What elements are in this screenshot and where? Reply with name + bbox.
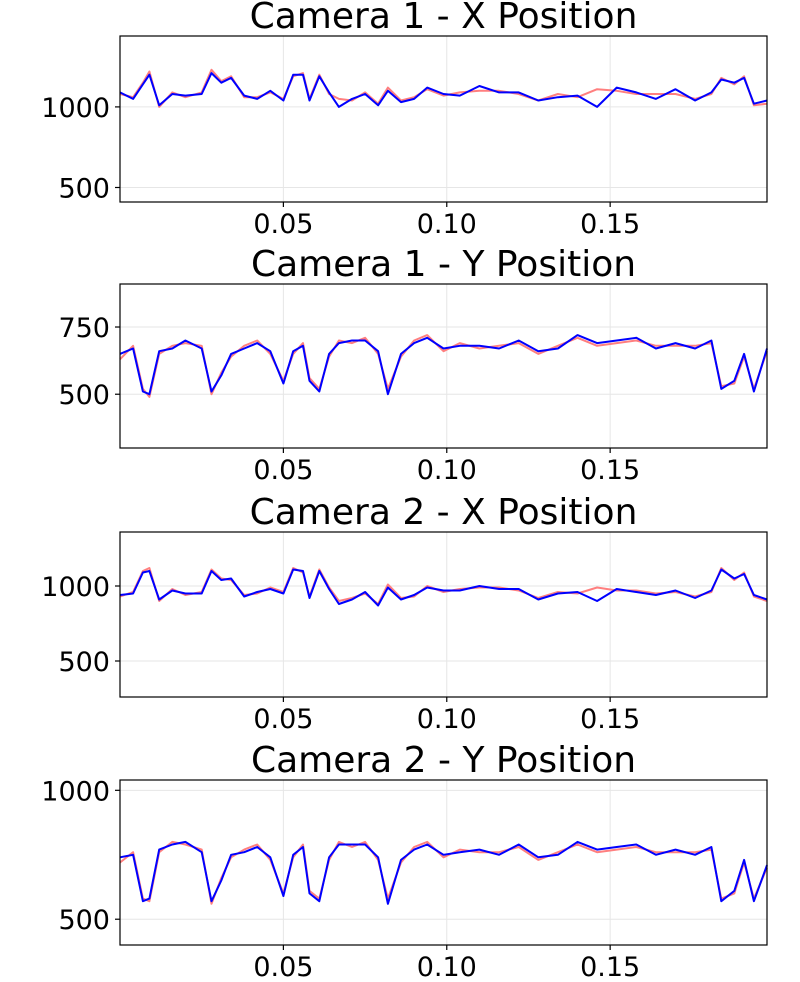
plot-frame [119,283,768,449]
x-tick-label: 0.10 [417,455,477,486]
plot-frame [119,35,768,203]
series-line-2 [119,334,768,396]
series-line-1 [119,68,768,108]
y-tick-label: 500 [58,380,110,411]
x-tick-label: 0.05 [253,209,313,240]
x-tick-label: 0.10 [417,209,477,240]
y-tick-label: 1000 [41,93,110,124]
chart-panel-1: Camera 1 - X Position 0.05 0.10 0.15 500 1000 [41,0,768,240]
chart-title: Camera 2 - Y Position [251,740,636,781]
series-line-2 [119,72,768,108]
y-tick-label: 1000 [41,572,110,603]
y-tick-label: 500 [58,647,110,678]
chart-panel-3: Camera 2 - X Position 0.05 0.10 0.15 500 1000 [41,492,768,735]
y-tick-label: 750 [58,313,110,344]
chart-title: Camera 1 - Y Position [251,244,636,285]
x-tick-label: 0.05 [253,455,313,486]
plot-frame [119,779,768,946]
series-line-2 [119,840,768,905]
y-tick-label: 500 [58,173,110,204]
y-tick-label: 1000 [41,776,110,807]
x-tick-label: 0.05 [253,952,313,982]
x-tick-label: 0.05 [253,704,313,735]
x-tick-label: 0.15 [580,704,640,735]
x-tick-label: 0.10 [417,952,477,982]
chart-title: Camera 1 - X Position [250,0,638,37]
x-tick-label: 0.10 [417,704,477,735]
x-tick-label: 0.15 [580,952,640,982]
chart-title: Camera 2 - X Position [250,492,638,533]
chart-panel-4: Camera 2 - Y Position 0.05 0.10 0.15 500 1000 [41,740,768,982]
chart-panel-2: Camera 1 - Y Position 0.05 0.10 0.15 500 750 [58,244,768,486]
x-tick-label: 0.15 [580,455,640,486]
y-tick-label: 500 [58,905,110,936]
plot-frame [119,531,768,698]
x-tick-label: 0.15 [580,209,640,240]
series-line-2 [119,568,768,607]
